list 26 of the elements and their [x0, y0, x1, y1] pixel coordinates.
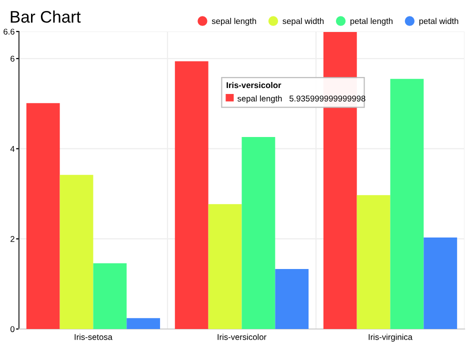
- bar: [60, 174, 94, 329]
- annotation: Iris-versicolor: [226, 82, 282, 88]
- bar: [424, 237, 458, 329]
- bar: [174, 61, 208, 329]
- bar: [275, 269, 309, 329]
- legend-label: sepal length: [212, 18, 256, 26]
- annotation: sepal length 5.935999999999998: [238, 95, 366, 104]
- legend-label: petal width: [419, 18, 458, 26]
- y-tick-label: 6.6: [4, 28, 14, 35]
- bar: [242, 136, 276, 329]
- bar: [208, 204, 242, 329]
- legend-label: petal length: [350, 18, 392, 26]
- y-tick-label: 0: [10, 326, 14, 332]
- x-tick-label: Iris-virginica: [368, 334, 412, 342]
- x-tick-label: Iris-versicolor: [218, 334, 266, 340]
- bar: [93, 263, 127, 329]
- bar: [126, 318, 160, 329]
- y-tick-label: 4: [10, 146, 15, 152]
- bar: [356, 195, 390, 329]
- x-tick-label: Iris-setosa: [74, 334, 112, 340]
- bar: [26, 103, 60, 329]
- y-tick-label: 6: [10, 56, 14, 62]
- legend-label: sepal width: [282, 18, 324, 26]
- y-tick-label: 2: [10, 236, 14, 242]
- bar: [390, 78, 424, 329]
- chart-title: Bar Chart: [10, 10, 81, 23]
